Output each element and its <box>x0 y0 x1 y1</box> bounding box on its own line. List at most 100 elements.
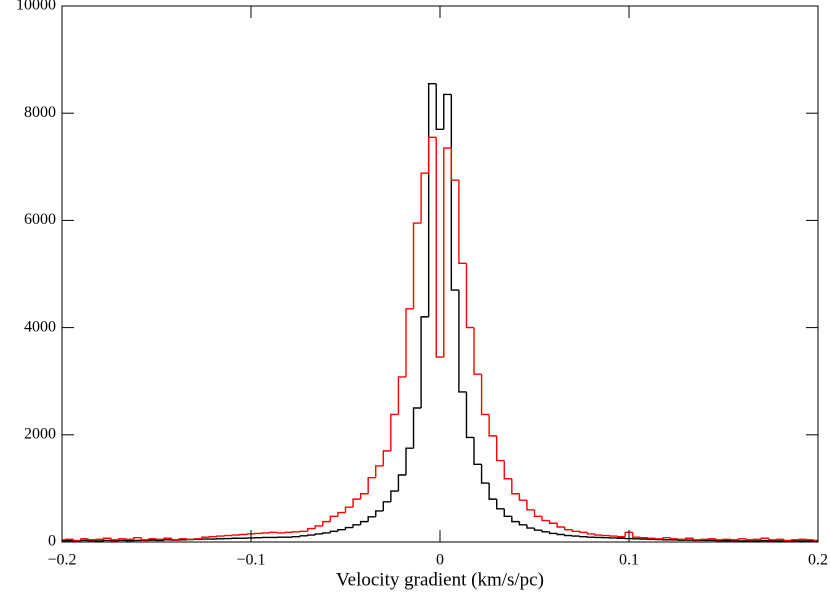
histogram-step <box>579 531 588 534</box>
histogram-step <box>95 538 104 541</box>
histogram-step <box>586 532 595 535</box>
histogram-step <box>72 539 81 542</box>
histogram-step <box>685 537 694 540</box>
histogram-step <box>322 520 331 526</box>
histogram-step <box>352 498 361 508</box>
histogram-step <box>722 538 732 541</box>
histogram-step <box>163 539 172 541</box>
histogram-step <box>480 374 490 416</box>
histogram-step <box>700 538 709 541</box>
x-axis-label: Velocity gradient (km/s/pc) <box>336 569 544 590</box>
histogram-step <box>564 526 573 531</box>
histogram-step <box>480 464 490 484</box>
histogram-step <box>405 447 414 475</box>
histogram-step <box>707 538 716 540</box>
histogram-step <box>420 172 429 224</box>
histogram-step <box>337 528 346 532</box>
histogram-step <box>503 508 512 517</box>
y-tick-label: 0 <box>48 533 56 550</box>
histogram-step <box>155 538 165 541</box>
y-tick-label: 4000 <box>24 318 56 335</box>
histogram-step <box>775 538 784 541</box>
histogram-step <box>571 535 580 537</box>
x-tick-label: −0.2 <box>47 552 76 569</box>
histogram-step <box>609 535 618 537</box>
histogram-step <box>117 538 127 540</box>
histogram-step <box>654 538 664 540</box>
histogram-step <box>307 527 316 532</box>
histogram-step <box>737 538 747 540</box>
histogram-step <box>80 539 89 542</box>
histogram-step <box>87 538 97 541</box>
histogram-step <box>427 136 437 174</box>
histogram-step <box>443 93 452 130</box>
histogram-step <box>170 538 180 541</box>
histogram <box>62 83 818 542</box>
histogram-step <box>216 535 225 537</box>
y-tick-label: 6000 <box>24 211 56 228</box>
histogram-step <box>80 538 89 541</box>
histogram-step <box>745 538 754 541</box>
histogram-step <box>329 515 338 522</box>
histogram-step <box>450 148 459 181</box>
histogram-step <box>299 535 308 537</box>
histogram-step <box>579 535 588 538</box>
histogram-step <box>768 538 777 541</box>
histogram-step <box>526 524 535 529</box>
histogram-step <box>556 523 565 528</box>
histogram-step <box>231 534 240 536</box>
histogram-step <box>586 536 595 538</box>
histogram-step <box>238 533 248 536</box>
histogram-step <box>473 327 482 375</box>
histogram-step <box>382 501 391 511</box>
histogram-step <box>662 537 671 539</box>
histogram-step <box>435 83 444 130</box>
histogram-step <box>533 528 543 531</box>
histogram-step <box>526 500 535 511</box>
histogram-step <box>359 520 369 525</box>
y-tick-label: 2000 <box>24 425 56 442</box>
histogram-step <box>639 537 648 539</box>
histogram-step <box>548 520 558 524</box>
histogram-step <box>344 506 354 513</box>
histogram-step <box>488 483 497 500</box>
histogram-step <box>102 539 112 542</box>
histogram-step <box>450 94 459 291</box>
histogram-step <box>624 531 633 537</box>
histogram-step <box>291 531 301 533</box>
histogram-step <box>571 529 580 532</box>
histogram-step <box>465 391 475 439</box>
histogram-step <box>390 413 399 451</box>
histogram-step <box>62 539 66 541</box>
histogram-step <box>186 538 195 541</box>
histogram-step <box>208 535 217 538</box>
histogram-step <box>632 532 641 538</box>
histogram-step <box>798 538 807 541</box>
histogram-step <box>488 414 497 437</box>
x-tick-label: 0.2 <box>808 552 828 569</box>
histogram-step <box>337 511 346 517</box>
histogram-step <box>594 533 603 536</box>
histogram-step <box>616 535 626 538</box>
histogram-step <box>269 531 278 534</box>
histogram-step <box>813 539 818 542</box>
histogram-step <box>518 493 527 501</box>
histogram-step <box>805 539 815 541</box>
histogram-step <box>503 460 512 480</box>
histogram-step <box>397 474 406 492</box>
histogram-step <box>730 539 739 541</box>
histogram-step <box>443 147 452 358</box>
histogram-step <box>564 534 573 537</box>
histogram-step <box>65 538 74 541</box>
histogram-step <box>397 376 406 415</box>
histogram-step <box>458 180 467 264</box>
histogram-step <box>601 534 611 537</box>
histogram-step <box>375 510 384 517</box>
histogram-step <box>133 537 142 540</box>
histogram-step <box>405 308 414 377</box>
histogram-step <box>223 534 233 537</box>
histogram-step <box>148 538 157 540</box>
histogram-step <box>359 493 369 500</box>
histogram-step <box>352 524 361 528</box>
histogram-step <box>427 83 437 317</box>
